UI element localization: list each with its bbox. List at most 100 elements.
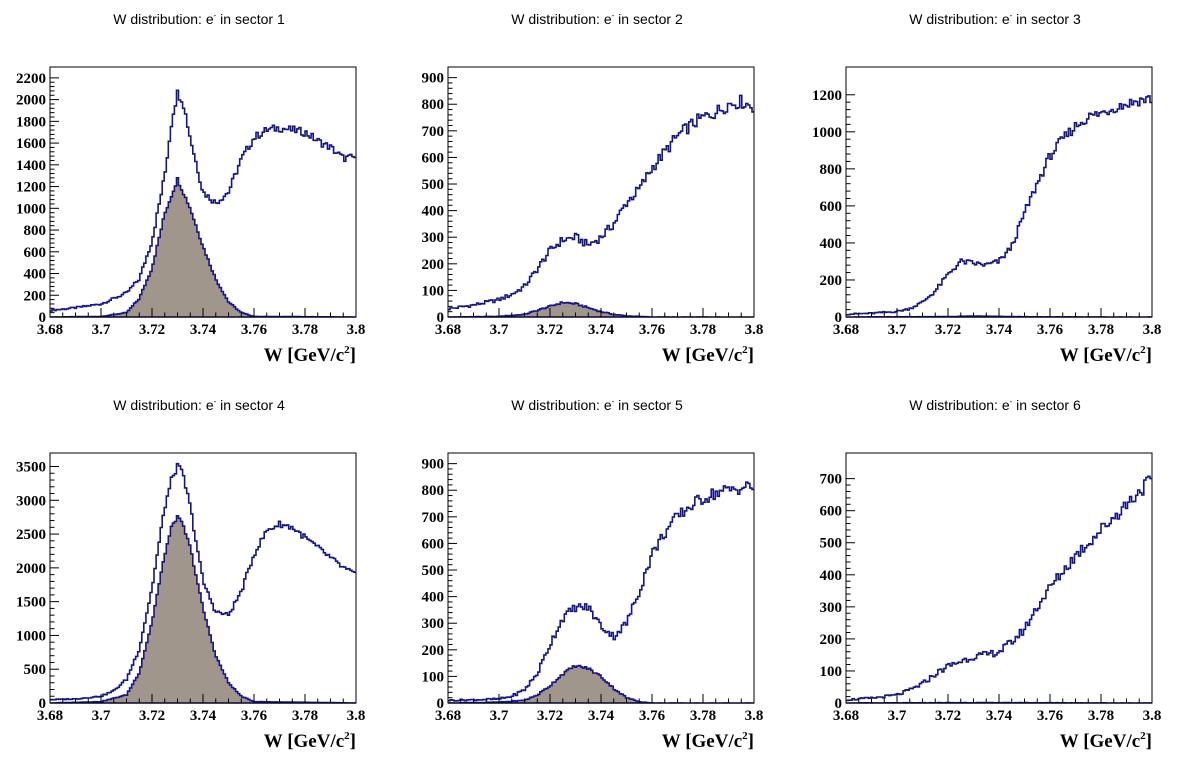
- chart-svg: W distribution: e- in sector 3 0 200 400 600…: [812, 11, 1162, 366]
- y-tick-label: 300: [422, 616, 445, 632]
- chart-panel-sector-3: W distribution: e- in sector 3 0 200 400 600…: [796, 0, 1194, 386]
- x-tick-label: 3.76: [1037, 322, 1064, 338]
- y-tick-label: 400: [24, 267, 47, 283]
- y-tick-label: 0: [437, 310, 445, 326]
- x-tick-label: 3.7: [888, 322, 907, 338]
- y-tick-label: 1200: [812, 88, 842, 104]
- x-tick-label: 3.68: [435, 322, 461, 338]
- y-tick-label: 1800: [16, 114, 46, 130]
- y-tick-label: 600: [422, 150, 445, 166]
- x-tick-label: 3.68: [37, 708, 63, 724]
- x-tick-label: 3.72: [935, 708, 961, 724]
- chart-panel-sector-2: W distribution: e- in sector 2 0 100 200 300…: [398, 0, 796, 386]
- x-tick-label: 3.76: [639, 322, 666, 338]
- x-tick-label: 3.74: [986, 708, 1013, 724]
- y-tick-label: 1000: [16, 201, 46, 217]
- x-tick-label: 3.74: [588, 708, 615, 724]
- x-tick-label: 3.7: [92, 322, 111, 338]
- plot-frame: [447, 452, 755, 704]
- y-tick-label: 1000: [16, 628, 46, 644]
- y-tick-label: 100: [422, 283, 445, 299]
- y-tick-label: 500: [422, 563, 445, 579]
- y-tick-label: 2500: [16, 527, 46, 543]
- y-tick-label: 2200: [16, 71, 46, 87]
- x-tick-label: 3.8: [1143, 322, 1162, 338]
- y-tick-label: 3000: [16, 493, 46, 509]
- y-tick-label: 300: [422, 230, 445, 246]
- y-tick-label: 700: [422, 124, 445, 140]
- x-tick-label: 3.78: [690, 322, 716, 338]
- chart-title: W distribution: e- in sector 4: [113, 397, 285, 413]
- y-tick-label: 0: [437, 696, 445, 712]
- y-tick-label: 200: [820, 273, 843, 289]
- y-tick-label: 800: [820, 162, 843, 178]
- x-tick-label: 3.68: [833, 708, 859, 724]
- y-tick-label: 400: [820, 236, 843, 252]
- y-tick-label: 700: [422, 510, 445, 526]
- signal-histogram: [50, 177, 356, 318]
- total-histogram: [50, 89, 356, 312]
- chart-title: W distribution: e- in sector 1: [113, 11, 285, 27]
- x-tick-label: 3.74: [588, 322, 615, 338]
- y-tick-label: 1400: [16, 158, 46, 174]
- x-axis-label: W [GeV/c2]: [264, 730, 356, 752]
- x-axis-label: W [GeV/c2]: [264, 344, 356, 366]
- y-tick-label: 200: [820, 632, 843, 648]
- y-tick-label: 200: [24, 288, 47, 304]
- y-tick-label: 500: [24, 662, 47, 678]
- x-axis-label: W [GeV/c2]: [1060, 730, 1152, 752]
- chart-svg: W distribution: e- in sector 4 0 500 1000 15…: [16, 397, 366, 752]
- x-tick-label: 3.7: [490, 708, 509, 724]
- x-tick-label: 3.68: [833, 322, 859, 338]
- x-tick-label: 3.74: [986, 322, 1013, 338]
- y-tick-label: 200: [422, 643, 445, 659]
- y-tick-label: 500: [422, 177, 445, 193]
- y-tick-label: 100: [820, 664, 843, 680]
- y-tick-label: 600: [820, 199, 843, 215]
- x-tick-label: 3.8: [745, 322, 764, 338]
- chart-svg: W distribution: e- in sector 1 0 200 400 600…: [16, 11, 365, 366]
- y-tick-label: 2000: [16, 561, 46, 577]
- x-tick-label: 3.78: [690, 708, 716, 724]
- x-tick-label: 3.76: [639, 708, 666, 724]
- x-axis-label: W [GeV/c2]: [1060, 344, 1152, 366]
- x-tick-label: 3.8: [347, 708, 366, 724]
- x-tick-label: 3.74: [190, 322, 217, 338]
- x-tick-label: 3.72: [537, 322, 563, 338]
- y-tick-label: 800: [422, 483, 445, 499]
- y-tick-label: 800: [422, 97, 445, 113]
- chart-panel-sector-4: W distribution: e- in sector 4 0 500 1000 15…: [0, 386, 398, 772]
- chart-svg: W distribution: e- in sector 2 0 100 200 300…: [422, 11, 764, 366]
- x-tick-label: 3.74: [190, 708, 217, 724]
- x-tick-label: 3.7: [92, 708, 111, 724]
- x-tick-label: 3.72: [139, 708, 165, 724]
- x-tick-label: 3.68: [37, 322, 63, 338]
- y-tick-label: 0: [835, 696, 843, 712]
- total-histogram: [846, 475, 1152, 702]
- chart-title: W distribution: e- in sector 3: [909, 11, 1081, 27]
- x-tick-label: 3.78: [292, 322, 318, 338]
- chart-svg: W distribution: e- in sector 5 0 100 200 300…: [422, 397, 764, 752]
- x-tick-label: 3.7: [490, 322, 509, 338]
- x-axis-label: W [GeV/c2]: [662, 730, 754, 752]
- y-tick-label: 1500: [16, 595, 46, 611]
- y-tick-label: 900: [422, 457, 445, 473]
- x-tick-label: 3.8: [745, 708, 764, 724]
- y-tick-label: 900: [422, 71, 445, 87]
- x-tick-label: 3.76: [241, 322, 268, 338]
- chart-panel-sector-5: W distribution: e- in sector 5 0 100 200 300…: [398, 386, 796, 772]
- y-tick-label: 100: [422, 669, 445, 685]
- y-tick-label: 0: [835, 310, 843, 326]
- chart-title: W distribution: e- in sector 6: [909, 397, 1081, 413]
- y-tick-label: 1200: [16, 180, 46, 196]
- chart-title: W distribution: e- in sector 2: [511, 11, 683, 27]
- total-histogram: [448, 94, 754, 311]
- plot-frame: [845, 66, 1153, 318]
- chart-title: W distribution: e- in sector 5: [511, 397, 683, 413]
- y-tick-label: 600: [820, 504, 843, 520]
- plot-frame: [845, 452, 1153, 704]
- y-tick-label: 400: [422, 204, 445, 220]
- plot-frame: [447, 66, 755, 318]
- x-tick-label: 3.72: [139, 322, 165, 338]
